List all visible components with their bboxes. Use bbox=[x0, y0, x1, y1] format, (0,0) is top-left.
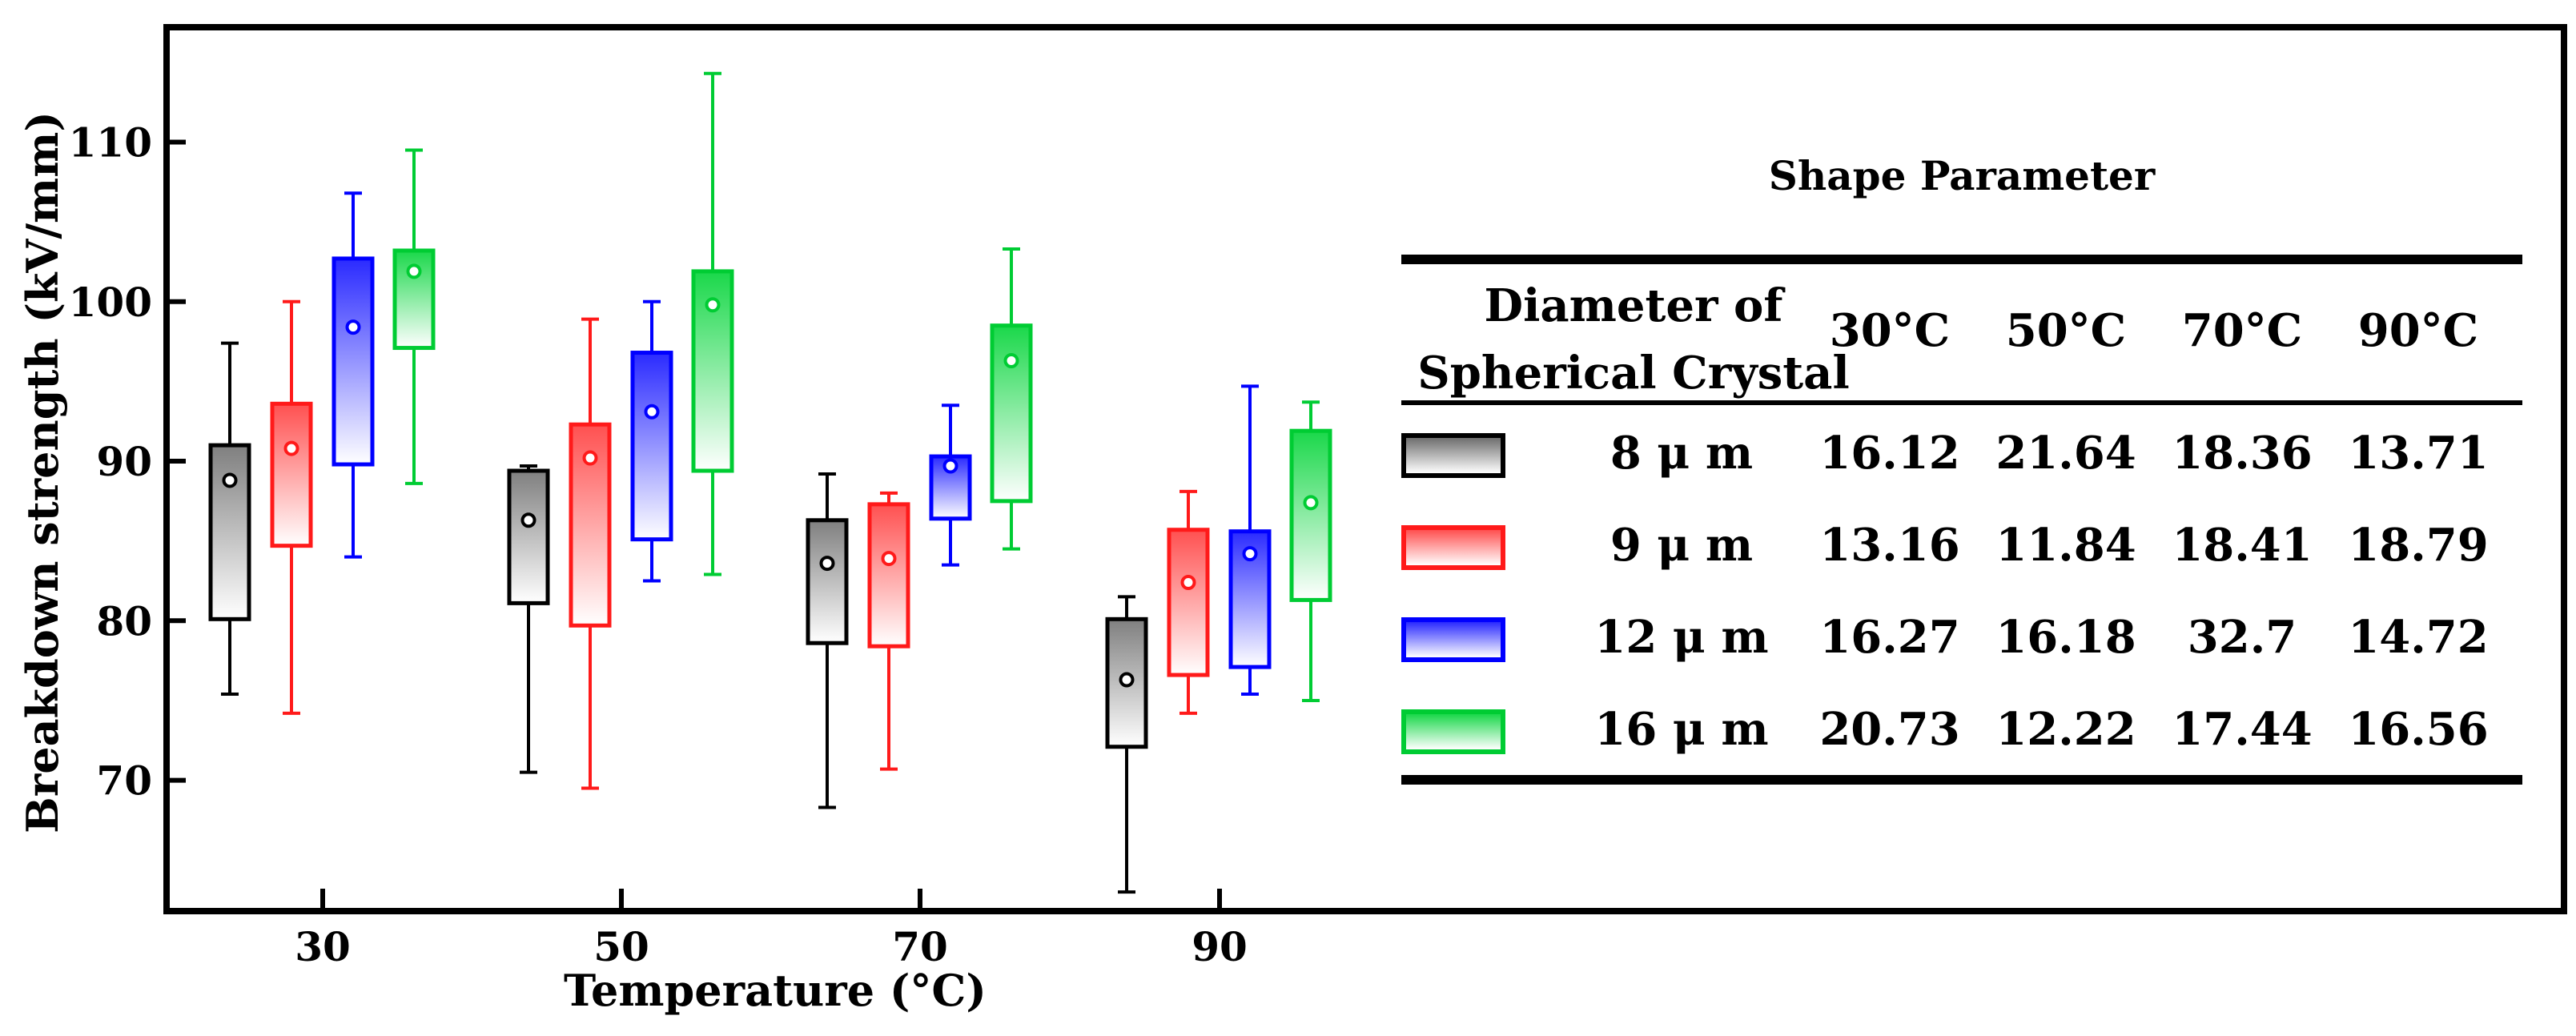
row-label: 16 μ m bbox=[1594, 703, 1769, 756]
box-16m-30 bbox=[392, 148, 436, 485]
cell: 18.79 bbox=[2348, 519, 2489, 572]
y-tick-label: 100 bbox=[69, 279, 152, 326]
cell: 18.41 bbox=[2172, 519, 2313, 572]
legend-swatch-9um bbox=[1401, 525, 1505, 570]
plot-frame bbox=[163, 24, 2567, 914]
y-tick-label: 90 bbox=[96, 438, 152, 485]
mean-marker bbox=[1003, 352, 1019, 368]
table-row: 8 μ m 16.12 21.64 18.36 13.71 bbox=[1401, 412, 2522, 500]
cell: 20.73 bbox=[1819, 703, 1960, 756]
box-8m-70 bbox=[806, 472, 849, 809]
cell: 16.27 bbox=[1819, 611, 1960, 664]
x-axis-label: Temperature (°C) bbox=[564, 965, 987, 1016]
row-header: Diameter of Spherical Crystal bbox=[1401, 272, 1866, 407]
box-16m-50 bbox=[691, 71, 734, 576]
table-header-rule bbox=[1401, 400, 2522, 405]
box-body bbox=[1167, 528, 1210, 677]
cell: 17.44 bbox=[2172, 703, 2313, 756]
cell: 13.16 bbox=[1819, 519, 1960, 572]
cell: 32.7 bbox=[2187, 611, 2297, 664]
box-body bbox=[1289, 428, 1332, 602]
mean-marker bbox=[819, 556, 835, 572]
y-tick-label: 70 bbox=[96, 757, 152, 805]
box-body bbox=[208, 443, 251, 621]
table-row: 9 μ m 13.16 11.84 18.41 18.79 bbox=[1401, 504, 2522, 592]
table-title: Shape Parameter bbox=[1768, 152, 2156, 199]
mean-marker bbox=[942, 458, 958, 474]
box-body bbox=[392, 248, 436, 351]
legend-swatch-12um bbox=[1401, 617, 1505, 662]
col-header-90: 90°C bbox=[2357, 304, 2479, 357]
box-9m-50 bbox=[569, 317, 612, 790]
legend-swatch-8um bbox=[1401, 433, 1505, 478]
table-row: 16 μ m 20.73 12.22 17.44 16.56 bbox=[1401, 689, 2522, 777]
box-body bbox=[507, 468, 550, 605]
y-axis-label: Breakdown strength (kV/mm) bbox=[17, 111, 68, 833]
x-axis: 30 50 70 90 bbox=[295, 889, 1248, 970]
cell: 21.64 bbox=[1995, 427, 2136, 480]
table-row: 12 μ m 16.27 16.18 32.7 14.72 bbox=[1401, 596, 2522, 685]
x-tick-label: 50 bbox=[593, 923, 649, 970]
mean-marker bbox=[644, 404, 660, 420]
box-body bbox=[630, 351, 673, 542]
cell: 18.36 bbox=[2172, 427, 2313, 480]
table-top-rule bbox=[1401, 255, 2522, 264]
mean-marker bbox=[283, 440, 299, 456]
cell: 14.72 bbox=[2348, 611, 2489, 664]
row-label: 9 μ m bbox=[1609, 519, 1754, 572]
mean-marker bbox=[582, 450, 598, 466]
row-label: 12 μ m bbox=[1594, 611, 1769, 664]
y-tick-label: 110 bbox=[69, 118, 152, 166]
y-tick-label: 80 bbox=[96, 597, 152, 644]
mean-marker bbox=[406, 263, 422, 279]
mean-marker bbox=[1180, 574, 1196, 590]
cell: 16.56 bbox=[2348, 703, 2489, 756]
row-label: 8 μ m bbox=[1609, 427, 1754, 480]
x-tick-label: 70 bbox=[892, 923, 948, 970]
cell: 16.12 bbox=[1819, 427, 1960, 480]
box-body bbox=[990, 323, 1033, 504]
box-8m-30 bbox=[208, 341, 251, 696]
box-8m-50 bbox=[507, 464, 550, 774]
box-16m-70 bbox=[990, 247, 1033, 551]
legend-swatch-16um bbox=[1401, 709, 1505, 754]
mean-marker bbox=[345, 319, 361, 335]
box-12m-50 bbox=[630, 299, 673, 583]
col-header-70: 70°C bbox=[2181, 304, 2303, 357]
box-9m-90 bbox=[1167, 489, 1210, 715]
cell: 13.71 bbox=[2348, 427, 2489, 480]
mean-marker bbox=[705, 297, 721, 313]
col-header-50: 50°C bbox=[2005, 304, 2127, 357]
x-tick-label: 90 bbox=[1192, 923, 1248, 970]
box-9m-70 bbox=[867, 491, 910, 771]
box-16m-90 bbox=[1289, 400, 1332, 702]
box-body bbox=[867, 502, 910, 649]
box-body bbox=[332, 256, 375, 467]
x-tick-label: 30 bbox=[295, 923, 351, 970]
mean-marker bbox=[881, 551, 897, 567]
box-body bbox=[270, 401, 313, 548]
mean-marker bbox=[520, 512, 536, 528]
cell: 12.22 bbox=[1995, 703, 2136, 756]
box-12m-90 bbox=[1228, 384, 1272, 696]
row-header-line2: Spherical Crystal bbox=[1417, 347, 1850, 400]
box-body bbox=[806, 518, 849, 645]
box-12m-70 bbox=[929, 404, 972, 567]
col-header-30: 30°C bbox=[1829, 304, 1951, 357]
y-axis: 70 80 90 100 110 bbox=[69, 118, 186, 805]
row-header-line1: Diameter of bbox=[1484, 279, 1783, 332]
cell: 11.84 bbox=[1995, 519, 2136, 572]
shape-parameter-table: Shape Parameter Diameter of Spherical Cr… bbox=[1401, 144, 2522, 809]
mean-marker bbox=[222, 472, 238, 488]
box-9m-30 bbox=[270, 299, 313, 715]
box-8m-90 bbox=[1105, 595, 1148, 894]
mean-marker bbox=[1242, 546, 1258, 562]
mean-marker bbox=[1119, 672, 1135, 688]
mean-marker bbox=[1303, 495, 1319, 511]
box-12m-30 bbox=[332, 191, 375, 559]
table-bottom-rule bbox=[1401, 775, 2522, 785]
box-series bbox=[208, 71, 1332, 894]
cell: 16.18 bbox=[1995, 611, 2136, 664]
